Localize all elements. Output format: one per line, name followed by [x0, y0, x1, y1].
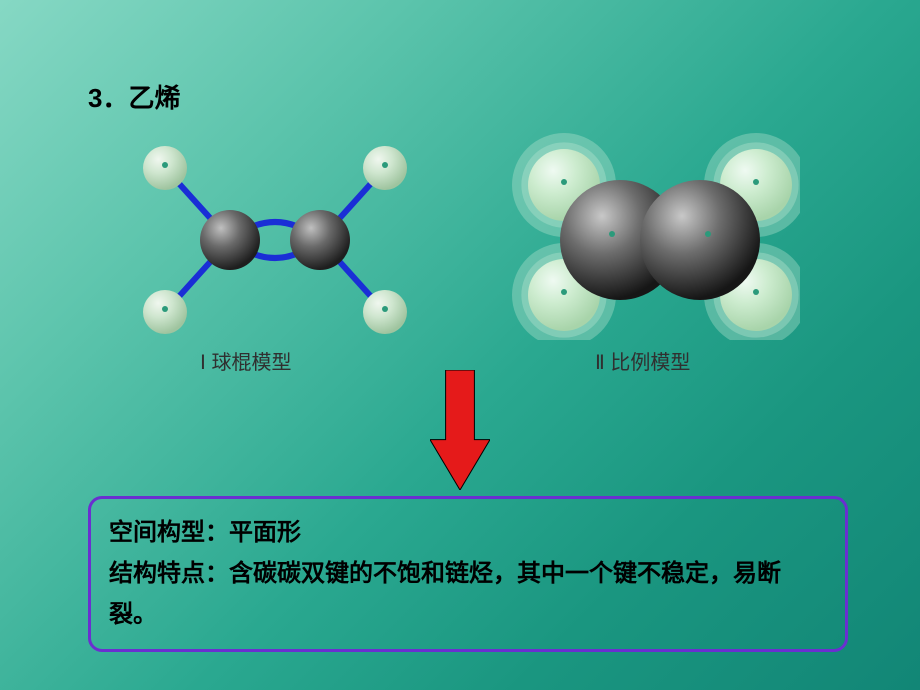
space-filling-svg	[510, 130, 800, 340]
spatial-config-label: 空间构型：	[109, 519, 229, 546]
spatial-config-value: 平面形	[229, 519, 301, 546]
space-filling-caption: Ⅱ 比例模型	[595, 346, 690, 375]
structure-feature-label: 结构特点：	[109, 560, 229, 587]
arrow-svg	[430, 370, 490, 490]
info-line-2: 结构特点：含碳碳双键的不饱和链烃，其中一个键不稳定，易断裂。	[109, 554, 827, 636]
slide: 3．乙烯 Ⅰ 球棍模型 Ⅱ 比例模型 空间构型：平面形 结构特点：含碳碳双键的不…	[0, 0, 920, 690]
ball-stick-svg	[120, 130, 420, 340]
ball-stick-model	[120, 130, 420, 345]
space-filling-model	[510, 130, 800, 345]
info-box: 空间构型：平面形 结构特点：含碳碳双键的不饱和链烃，其中一个键不稳定，易断裂。	[88, 496, 848, 652]
ball-stick-caption: Ⅰ 球棍模型	[200, 346, 291, 375]
info-line-1: 空间构型：平面形	[109, 513, 827, 554]
section-heading: 3．乙烯	[88, 78, 180, 115]
down-arrow-icon	[430, 370, 490, 495]
